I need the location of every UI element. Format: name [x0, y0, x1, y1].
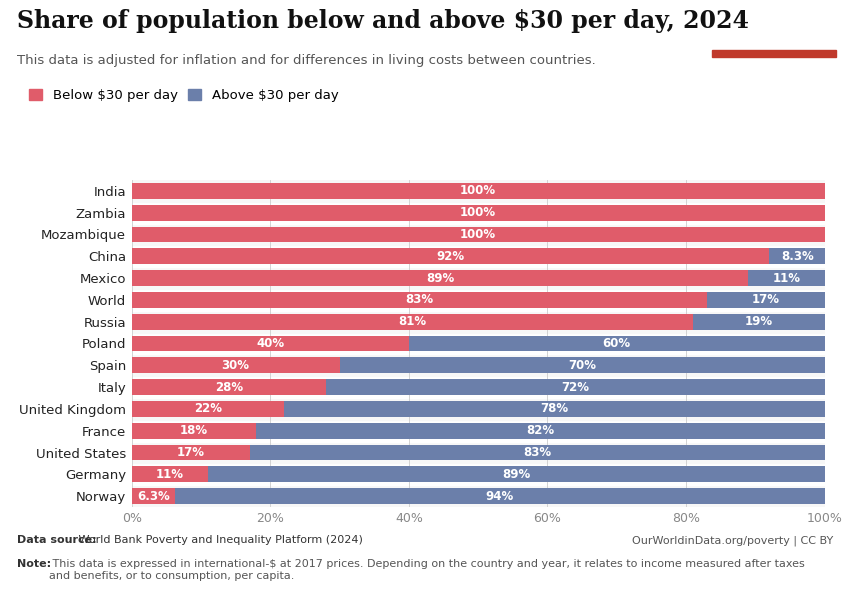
Bar — [132, 205, 824, 221]
Bar — [175, 488, 824, 504]
Bar — [693, 314, 824, 329]
Bar — [712, 50, 836, 57]
Text: 6.3%: 6.3% — [137, 490, 170, 503]
Bar — [132, 227, 824, 242]
Bar — [132, 379, 326, 395]
Text: 100%: 100% — [460, 206, 496, 219]
Text: 89%: 89% — [502, 468, 530, 481]
Bar — [132, 485, 824, 507]
Text: OurWorldinData.org/poverty | CC BY: OurWorldinData.org/poverty | CC BY — [632, 535, 833, 546]
Bar — [340, 358, 824, 373]
Bar — [132, 376, 824, 398]
Bar — [132, 183, 824, 199]
Text: 94%: 94% — [486, 490, 514, 503]
Text: 81%: 81% — [399, 315, 427, 328]
Text: in Data: in Data — [752, 31, 795, 41]
Text: 18%: 18% — [180, 424, 208, 437]
Bar — [132, 180, 824, 202]
Bar — [132, 314, 693, 329]
Text: 22%: 22% — [194, 403, 222, 415]
Bar — [132, 289, 824, 311]
Text: Share of population below and above $30 per day, 2024: Share of population below and above $30 … — [17, 9, 749, 33]
Text: 100%: 100% — [460, 184, 496, 197]
Bar — [132, 445, 250, 460]
Text: 40%: 40% — [256, 337, 285, 350]
Text: 100%: 100% — [460, 228, 496, 241]
Text: 83%: 83% — [405, 293, 434, 307]
Bar — [132, 358, 340, 373]
Text: 70%: 70% — [568, 359, 596, 372]
Bar — [132, 488, 175, 504]
Bar — [748, 270, 824, 286]
Bar — [250, 445, 824, 460]
Bar — [132, 248, 769, 264]
Text: 89%: 89% — [426, 272, 454, 284]
Bar — [132, 423, 257, 439]
Text: 78%: 78% — [541, 403, 569, 415]
Bar — [132, 270, 748, 286]
Bar — [132, 292, 706, 308]
Text: 11%: 11% — [156, 468, 184, 481]
Bar — [132, 245, 824, 267]
Bar — [132, 398, 824, 420]
Bar — [257, 423, 824, 439]
Bar — [706, 292, 824, 308]
Bar — [132, 332, 824, 355]
Bar — [326, 379, 824, 395]
Text: This data is adjusted for inflation and for differences in living costs between : This data is adjusted for inflation and … — [17, 54, 596, 67]
Text: Our World: Our World — [744, 13, 803, 23]
Bar — [132, 355, 824, 376]
Bar — [769, 248, 826, 264]
Text: 30%: 30% — [222, 359, 250, 372]
Text: 19%: 19% — [745, 315, 773, 328]
Text: 60%: 60% — [603, 337, 631, 350]
Bar — [132, 466, 208, 482]
Bar — [132, 420, 824, 442]
Text: 82%: 82% — [526, 424, 554, 437]
Bar — [132, 202, 824, 224]
Legend: Below $30 per day, Above $30 per day: Below $30 per day, Above $30 per day — [24, 83, 344, 107]
Text: This data is expressed in international-$ at 2017 prices. Depending on the count: This data is expressed in international-… — [49, 559, 805, 581]
Text: 92%: 92% — [436, 250, 464, 263]
Text: 28%: 28% — [215, 380, 243, 394]
Bar — [132, 311, 824, 332]
Text: 72%: 72% — [561, 380, 589, 394]
Text: 17%: 17% — [177, 446, 205, 459]
Text: 83%: 83% — [523, 446, 551, 459]
Bar — [132, 335, 409, 352]
Bar — [132, 401, 284, 417]
Text: 8.3%: 8.3% — [781, 250, 814, 263]
Text: 11%: 11% — [773, 272, 801, 284]
Text: 17%: 17% — [751, 293, 779, 307]
Text: World Bank Poverty and Inequality Platform (2024): World Bank Poverty and Inequality Platfo… — [75, 535, 363, 545]
Bar — [132, 442, 824, 463]
Bar — [409, 335, 824, 352]
Text: Note:: Note: — [17, 559, 51, 569]
Bar — [132, 267, 824, 289]
Bar — [208, 466, 824, 482]
Bar — [132, 463, 824, 485]
Bar — [284, 401, 824, 417]
Bar — [132, 224, 824, 245]
Text: Data source:: Data source: — [17, 535, 97, 545]
